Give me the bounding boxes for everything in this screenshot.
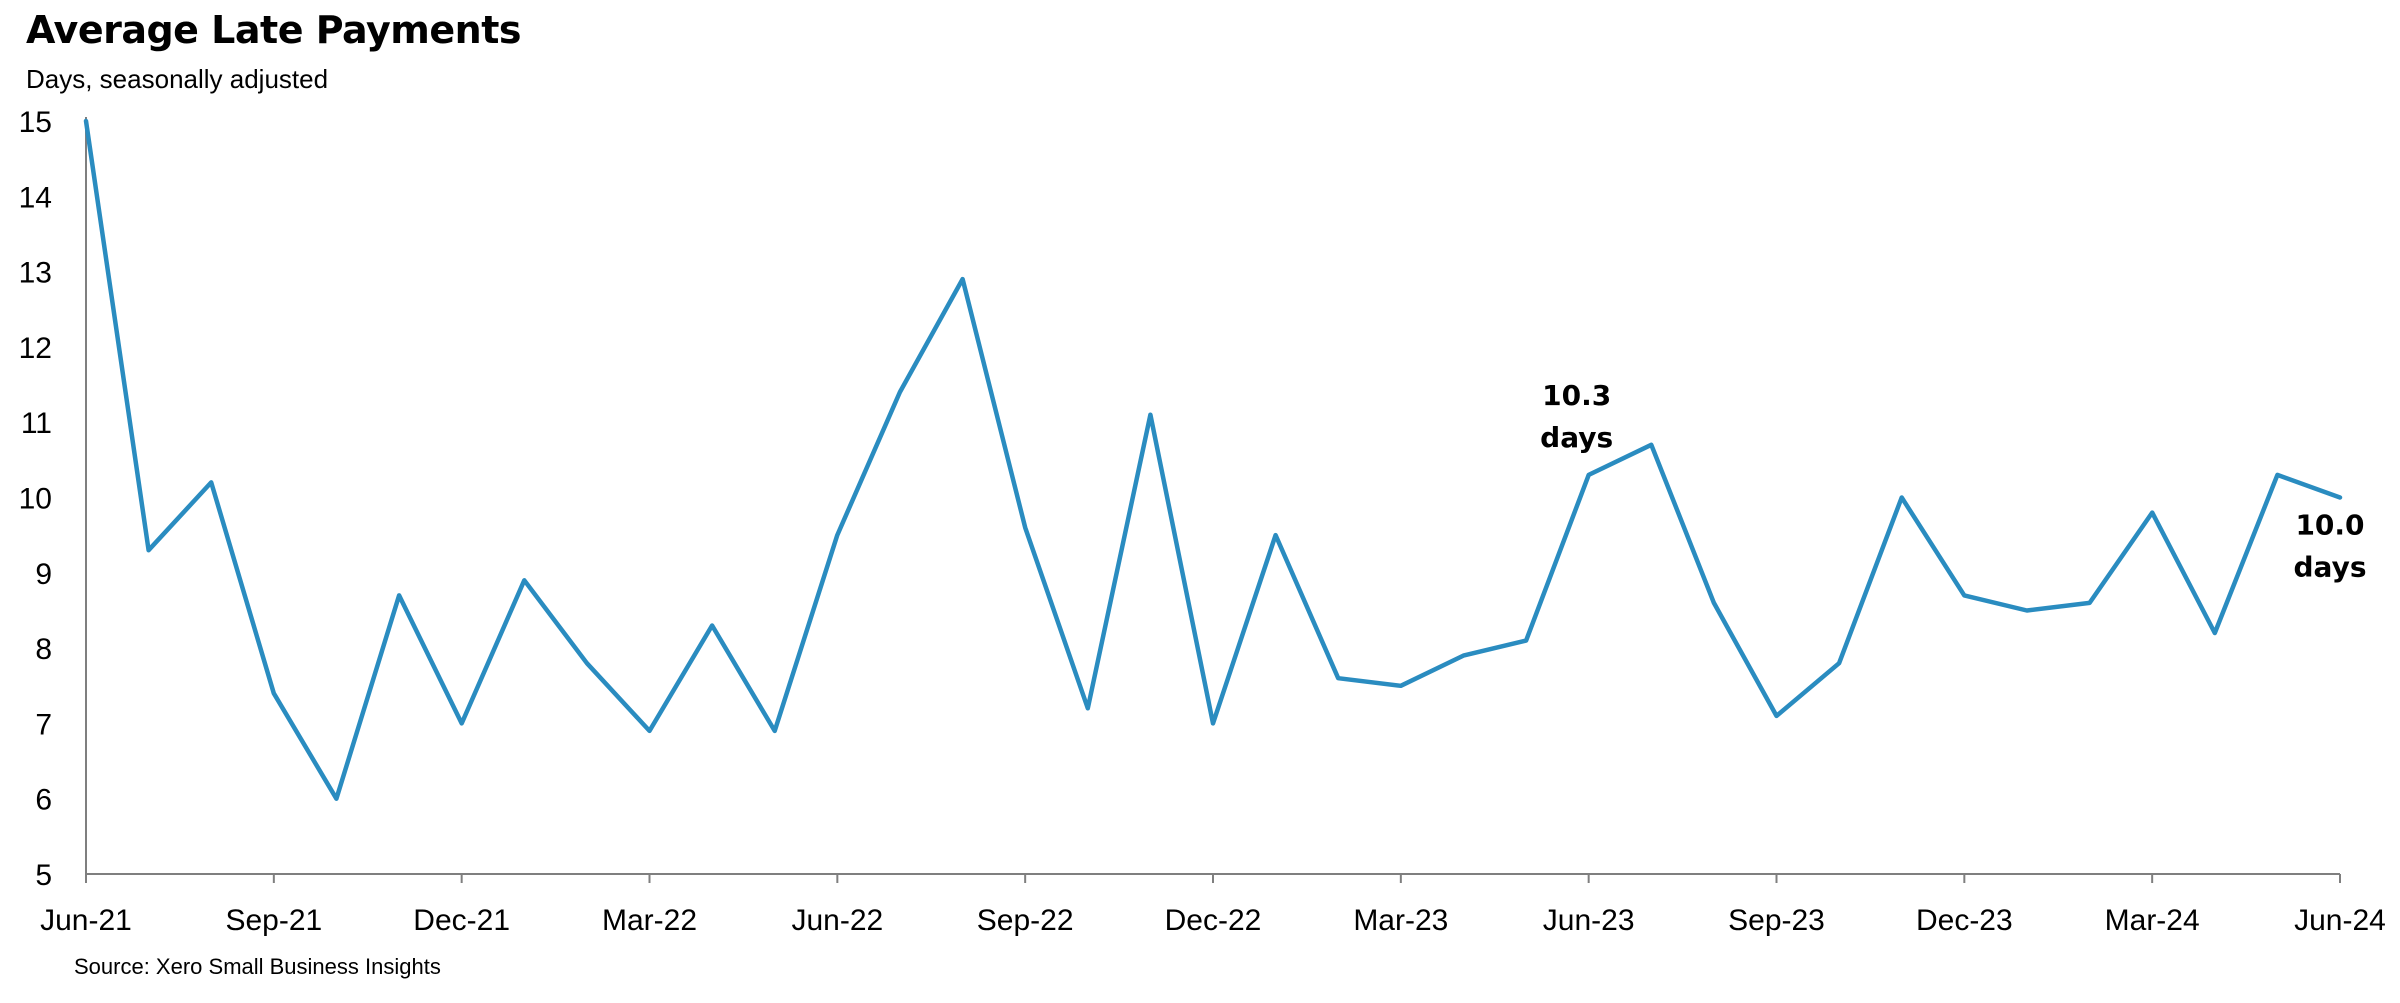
chart-title: Average Late Payments <box>26 8 522 52</box>
chart-subtitle: Days, seasonally adjusted <box>26 64 329 94</box>
x-tick-label: Jun-24 <box>2294 904 2386 937</box>
x-tick-label: Dec-21 <box>413 904 510 937</box>
annotation-value: 10.3 <box>1542 379 1611 412</box>
y-tick-label: 7 <box>35 708 52 741</box>
x-tick-label: Jun-21 <box>40 904 132 937</box>
y-tick-label: 5 <box>35 859 52 892</box>
x-tick-label: Sep-21 <box>225 904 322 937</box>
y-tick-label: 8 <box>35 633 52 666</box>
x-axis-ticks: Jun-21 Sep-21 Dec-21 Mar-22 Jun-22 Sep-22 Dec-… <box>40 874 2386 937</box>
y-tick-label: 13 <box>19 257 52 290</box>
x-tick-label: Mar-24 <box>2105 904 2200 937</box>
series-layer <box>83 118 2343 801</box>
axes <box>85 117 2340 875</box>
x-tick-label: Mar-22 <box>602 904 697 937</box>
x-tick-label: Jun-23 <box>1543 904 1635 937</box>
x-tick-label: Sep-23 <box>1728 904 1825 937</box>
annotations: 10.3 days 10.0 days <box>1540 379 2366 584</box>
y-axis-ticks: 5 6 7 8 9 10 11 12 13 14 15 <box>19 106 52 892</box>
chart-source: Source: Xero Small Business Insights <box>74 954 441 979</box>
x-tick-label: Jun-22 <box>791 904 883 937</box>
x-tick-label: Mar-23 <box>1353 904 1448 937</box>
x-tick-label: Dec-22 <box>1165 904 1262 937</box>
x-tick-label: Dec-23 <box>1916 904 2013 937</box>
annotation-value: 10.0 <box>2295 509 2364 542</box>
series-line <box>83 118 2343 801</box>
y-tick-label: 14 <box>19 181 52 214</box>
y-tick-label: 6 <box>35 784 52 817</box>
y-tick-label: 9 <box>35 558 52 591</box>
y-tick-label: 11 <box>21 407 52 440</box>
y-tick-label: 12 <box>19 332 52 365</box>
annotation-unit: days <box>1540 421 1613 454</box>
annotation-unit: days <box>2294 551 2367 584</box>
x-tick-label: Sep-22 <box>977 904 1074 937</box>
y-tick-label: 15 <box>19 106 52 139</box>
y-tick-label: 10 <box>19 483 52 516</box>
